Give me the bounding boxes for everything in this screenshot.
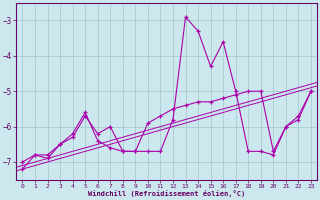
X-axis label: Windchill (Refroidissement éolien,°C): Windchill (Refroidissement éolien,°C) — [88, 190, 245, 197]
